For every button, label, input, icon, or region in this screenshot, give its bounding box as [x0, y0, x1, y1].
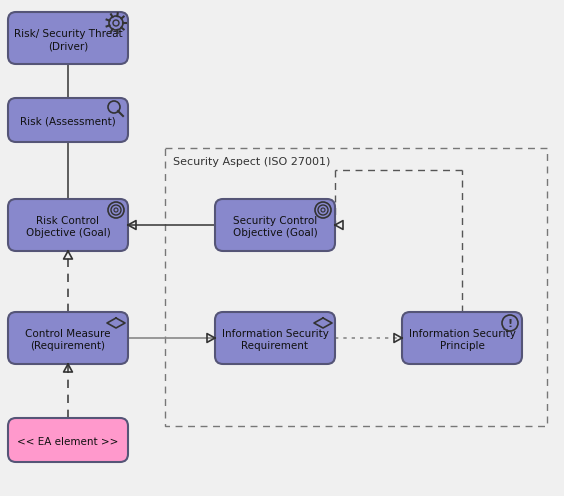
Text: << EA element >>: << EA element >>: [17, 437, 118, 447]
Text: Information Security
Principle: Information Security Principle: [408, 329, 515, 351]
FancyBboxPatch shape: [402, 312, 522, 364]
Text: Security Control
Objective (Goal): Security Control Objective (Goal): [232, 216, 318, 238]
Text: Information Security
Requirement: Information Security Requirement: [222, 329, 328, 351]
Text: Risk (Assessment): Risk (Assessment): [20, 117, 116, 127]
FancyBboxPatch shape: [215, 312, 335, 364]
Bar: [165, 148, 547, 426]
FancyBboxPatch shape: [8, 312, 128, 364]
Text: Control Measure
(Requirement): Control Measure (Requirement): [25, 329, 111, 351]
Text: !: !: [508, 319, 513, 329]
Text: Risk Control
Objective (Goal): Risk Control Objective (Goal): [25, 216, 111, 238]
Text: Security Aspect (ISO 27001): Security Aspect (ISO 27001): [173, 157, 331, 167]
Text: Risk/ Security Threat
(Driver): Risk/ Security Threat (Driver): [14, 29, 122, 51]
FancyBboxPatch shape: [8, 98, 128, 142]
FancyBboxPatch shape: [8, 199, 128, 251]
FancyBboxPatch shape: [215, 199, 335, 251]
FancyBboxPatch shape: [8, 418, 128, 462]
FancyBboxPatch shape: [8, 12, 128, 64]
